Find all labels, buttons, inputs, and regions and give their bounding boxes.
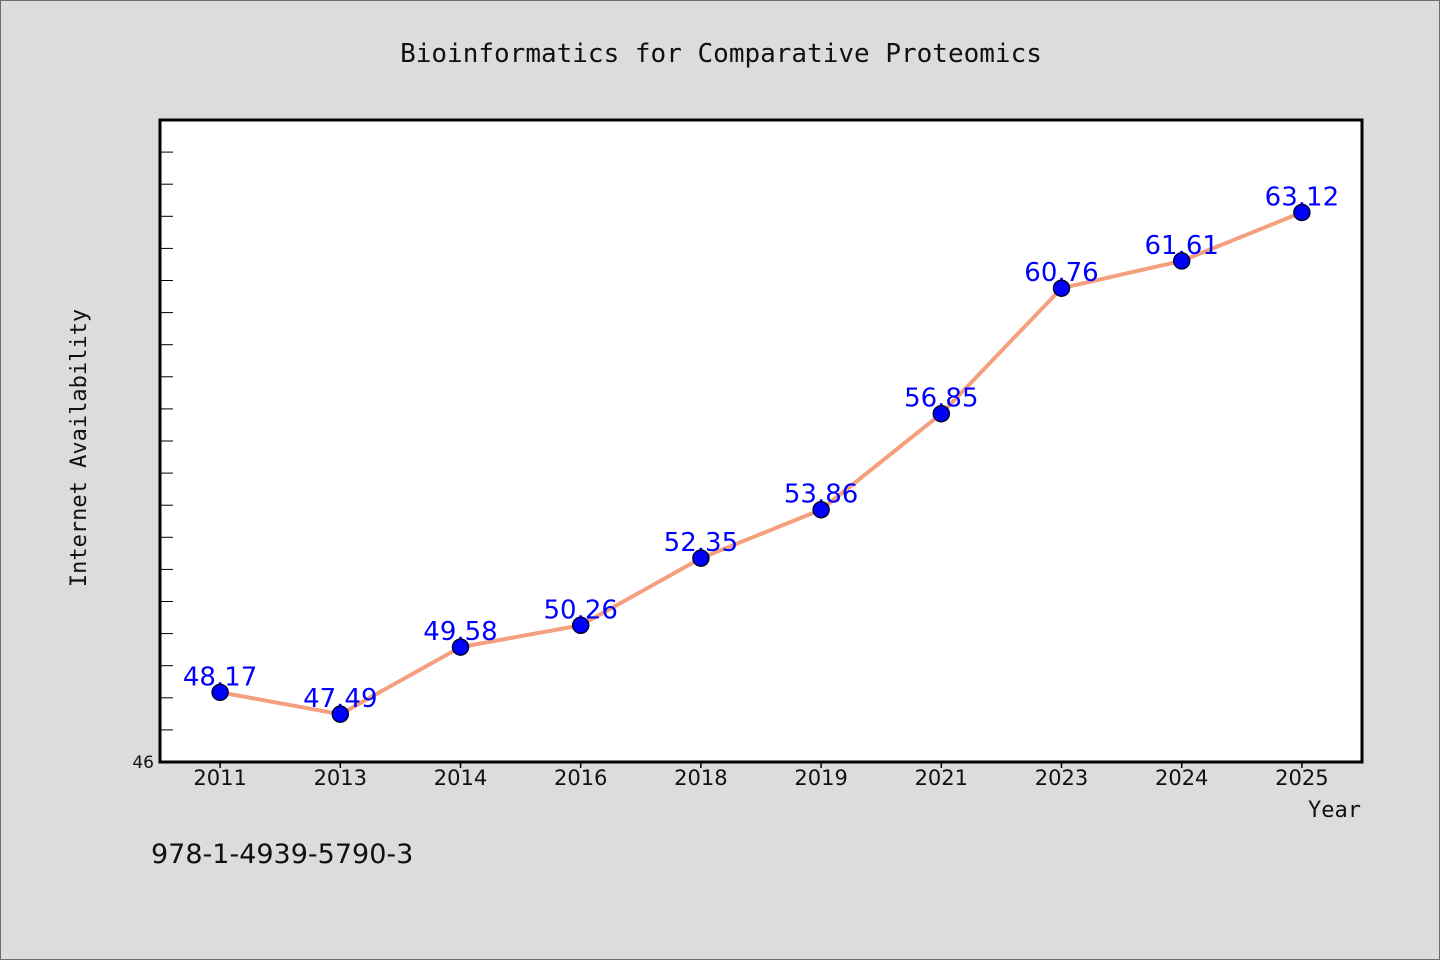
data-point-marker: [211, 683, 229, 702]
data-point-marker: [692, 549, 710, 567]
data-point-marker: [1172, 252, 1191, 270]
series-line-group: [218, 210, 1304, 717]
data-point-marker: [1052, 279, 1071, 297]
x-tick-label: 2011: [193, 766, 246, 790]
x-tick-label: 2025: [1275, 766, 1328, 790]
data-point-marker: [451, 638, 470, 656]
plot-area: [158, 118, 1364, 764]
y-tick-label: 46: [132, 753, 154, 773]
x-tick-label: 2024: [1155, 766, 1208, 790]
data-markers: [211, 203, 1311, 723]
x-axis-ticks: [219, 762, 1303, 768]
data-point-marker: [571, 616, 590, 635]
data-point-marker: [932, 404, 951, 423]
x-axis-label: Year: [1308, 798, 1361, 823]
x-tick-label: 2019: [794, 766, 847, 790]
x-tick-label: 2013: [314, 766, 367, 790]
x-tick-label: 2023: [1035, 766, 1088, 790]
data-point-marker: [812, 500, 830, 519]
chart-title: Bioinformatics for Comparative Proteomic…: [400, 39, 1042, 69]
y-axis-ticks: [160, 151, 173, 731]
x-tick-label: 2014: [434, 766, 487, 790]
data-point-marker: [331, 705, 350, 723]
series-line: [218, 210, 1304, 717]
x-tick-label: 2018: [674, 766, 727, 790]
x-tick-label: 2016: [554, 766, 607, 790]
y-axis-label: Internet Availability: [67, 309, 92, 587]
y-axis-tick-labels: 46: [132, 753, 154, 773]
data-point-marker: [1293, 203, 1311, 222]
x-tick-label: 2021: [915, 766, 968, 790]
x-axis-tick-labels: 2011 2013 2014 2016 2018 2019 2021 2023 2024 2025: [193, 766, 1328, 790]
footer-text: 978-1-4939-5790-3: [151, 839, 413, 870]
